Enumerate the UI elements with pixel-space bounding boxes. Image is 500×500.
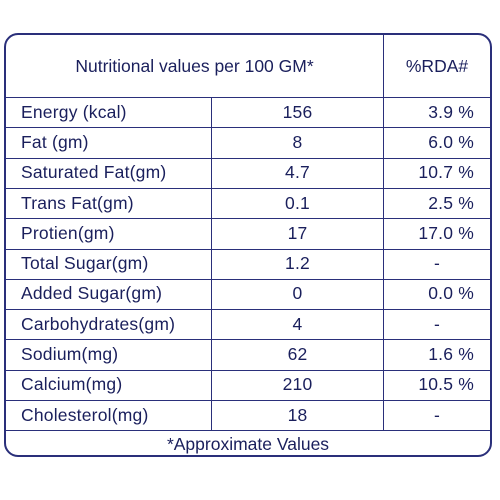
nutrient-rda: 6.0 % [428, 131, 474, 152]
nutrient-name: Energy (kcal) [21, 101, 127, 122]
nutrient-rda: 10.5 % [418, 374, 474, 395]
nutrient-value: 17 [287, 222, 308, 243]
row-divider [6, 278, 490, 280]
nutrient-name: Added Sugar(gm) [21, 283, 163, 304]
nutrient-value: 8 [292, 131, 303, 152]
nutrient-value: 18 [287, 404, 308, 425]
row-divider [6, 218, 490, 220]
nutrient-name: Calcium(mg) [21, 374, 123, 395]
header-nutritional-values: Nutritional values per 100 GM* [75, 55, 314, 76]
row-divider [6, 369, 490, 371]
nutrient-rda: - [433, 313, 441, 334]
column-divider-value [211, 97, 212, 430]
nutrient-rda: 10.7 % [418, 162, 474, 183]
nutrient-value: 156 [282, 101, 313, 122]
column-divider-rda [383, 35, 384, 430]
nutrient-name: Sodium(mg) [21, 344, 119, 365]
row-divider [6, 157, 490, 159]
nutrient-rda: 2.5 % [428, 192, 474, 213]
row-divider [6, 309, 490, 311]
nutrient-value: 0 [292, 283, 303, 304]
nutrient-name: Total Sugar(gm) [21, 253, 149, 274]
nutrient-value: 62 [287, 344, 308, 365]
nutrient-rda: 0.0 % [428, 283, 474, 304]
nutrient-name: Trans Fat(gm) [21, 192, 134, 213]
nutrient-value: 0.1 [285, 192, 310, 213]
nutrient-rda: 17.0 % [418, 222, 474, 243]
nutrient-name: Protien(gm) [21, 222, 115, 243]
row-divider [6, 187, 490, 189]
nutrient-name: Fat (gm) [21, 131, 89, 152]
nutrient-value: 210 [282, 374, 313, 395]
header-divider [6, 97, 490, 98]
header-rda: %RDA# [405, 55, 469, 76]
row-divider [6, 339, 490, 341]
nutrient-value: 4.7 [285, 162, 310, 183]
row-divider [6, 248, 490, 250]
nutrient-rda: - [433, 253, 441, 274]
nutrient-rda: 3.9 % [428, 101, 474, 122]
nutrient-value: 4 [292, 313, 303, 334]
nutrient-rda: - [433, 404, 441, 425]
row-divider [6, 400, 490, 401]
nutrient-value: 1.2 [285, 253, 310, 274]
row-divider [6, 127, 490, 129]
nutrient-name: Cholesterol(mg) [21, 404, 149, 425]
nutrient-rda: 1.6 % [428, 344, 474, 365]
nutrition-table: Nutritional values per 100 GM* %RDA# Ene… [4, 33, 492, 457]
footer-note: *Approximate Values [166, 433, 330, 454]
nutrient-name: Saturated Fat(gm) [21, 162, 167, 183]
footer-divider [6, 430, 490, 431]
nutrient-name: Carbohydrates(gm) [21, 313, 176, 334]
